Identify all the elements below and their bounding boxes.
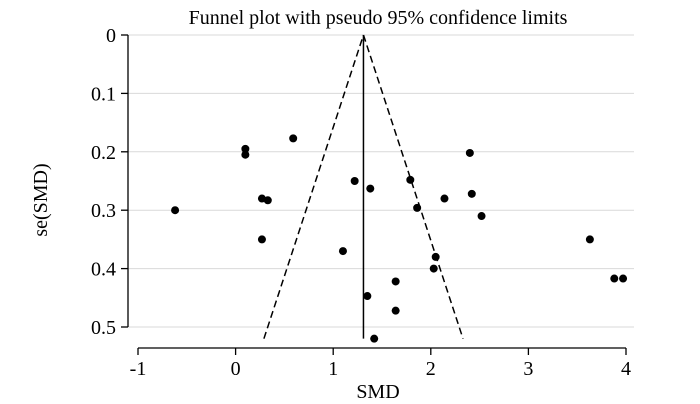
data-point — [440, 194, 449, 203]
y-tick-label: 0.4 — [91, 259, 116, 281]
y-axis: 0 0.1 0.2 0.3 0.4 0.5 — [91, 25, 129, 339]
y-tick-label: 0.2 — [91, 142, 116, 164]
data-point — [431, 252, 440, 261]
data-point — [477, 212, 486, 221]
ci-left-line — [263, 34, 365, 339]
data-point — [338, 247, 347, 256]
data-point — [363, 292, 372, 301]
data-point — [406, 175, 415, 184]
y-tick-label: 0.3 — [91, 200, 116, 222]
x-tick-label: 2 — [426, 358, 436, 380]
data-point — [171, 206, 180, 215]
data-point — [289, 134, 298, 143]
data-point — [370, 334, 379, 343]
data-point — [465, 148, 474, 157]
study-points — [171, 134, 628, 343]
x-tick-label: 3 — [523, 358, 533, 380]
y-tick-label: 0.5 — [91, 317, 116, 339]
chart-title: Funnel plot with pseudo 95% confidence l… — [189, 7, 568, 29]
data-point — [263, 196, 272, 205]
data-point — [350, 177, 359, 185]
x-tick-label: 0 — [231, 358, 241, 380]
x-axis: -1 0 1 2 3 4 — [130, 347, 631, 380]
data-point — [366, 184, 375, 193]
data-point — [619, 274, 628, 283]
x-axis-label: SMD — [356, 381, 399, 403]
data-point — [610, 274, 619, 283]
data-point — [391, 306, 400, 315]
data-point — [241, 150, 250, 159]
data-point — [467, 189, 476, 198]
data-point — [391, 277, 400, 286]
y-tick-label: 0 — [106, 25, 116, 47]
x-tick-label: -1 — [130, 358, 147, 380]
grid-lines — [128, 34, 634, 328]
data-point — [413, 203, 422, 212]
y-tick-label: 0.1 — [91, 83, 116, 105]
x-tick-label: 1 — [328, 358, 338, 380]
x-tick-label: 4 — [621, 358, 631, 380]
pseudo-confidence-funnel — [263, 34, 464, 339]
data-point — [241, 144, 250, 153]
y-axis-label: se(SMD) — [30, 163, 52, 236]
ci-right-line — [362, 34, 464, 339]
data-point — [257, 235, 266, 244]
data-point — [585, 235, 594, 244]
data-point — [429, 264, 438, 273]
